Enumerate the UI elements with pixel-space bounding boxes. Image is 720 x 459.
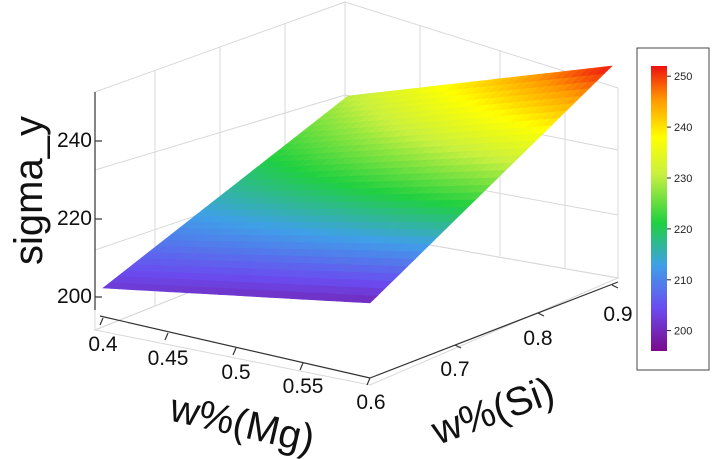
z-tick-label: 240 bbox=[57, 129, 92, 152]
tick-mark bbox=[537, 312, 545, 317]
y-tick-label: 0.8 bbox=[523, 327, 552, 350]
x-tick-label: 0.5 bbox=[221, 361, 250, 384]
colorbar-tick-label: 220 bbox=[674, 224, 692, 236]
colorbar-tick-label: 240 bbox=[674, 122, 692, 134]
x-axis-line bbox=[99, 315, 371, 379]
colorbar-frame bbox=[636, 47, 710, 371]
tick-mark bbox=[366, 377, 371, 386]
y-tick-labels: 0.7 0.8 0.9 bbox=[440, 303, 632, 381]
y-axis-line bbox=[369, 281, 619, 379]
colorbar-tick-label: 230 bbox=[674, 173, 692, 185]
axes bbox=[94, 92, 619, 379]
tick-mark bbox=[164, 332, 169, 341]
colorbar-ticks: 200 210 220 230 240 250 bbox=[667, 71, 692, 338]
surface bbox=[102, 65, 613, 304]
x-tick-label: 0.6 bbox=[356, 391, 385, 414]
colorbar: 200 210 220 230 240 250 bbox=[636, 47, 710, 371]
colorbar-tick-label: 210 bbox=[674, 275, 692, 287]
colorbar-tick-label: 250 bbox=[674, 71, 692, 83]
y-tick-label: 0.7 bbox=[440, 358, 469, 381]
tick-mark bbox=[454, 344, 462, 349]
tick-mark bbox=[99, 317, 104, 326]
z-tick-label: 200 bbox=[57, 285, 92, 308]
tick-mark bbox=[611, 284, 619, 289]
tick-mark bbox=[232, 347, 237, 356]
colorbar-ramp bbox=[651, 66, 667, 351]
tick-mark bbox=[299, 362, 304, 371]
z-tick-labels: 200 220 240 bbox=[57, 129, 92, 308]
x-tick-label: 0.45 bbox=[148, 347, 189, 370]
z-tick-label: 220 bbox=[57, 207, 92, 230]
z-axis-label: sigma_y bbox=[7, 116, 51, 265]
x-tick-label: 0.55 bbox=[283, 375, 324, 398]
x-tick-labels: 0.4 0.45 0.5 0.55 0.6 bbox=[88, 333, 385, 414]
y-tick-label: 0.9 bbox=[603, 303, 632, 326]
x-tick-label: 0.4 bbox=[88, 333, 118, 356]
tick-marks bbox=[95, 140, 619, 386]
y-axis-label: w%(Si) bbox=[425, 369, 560, 454]
colorbar-tick-label: 200 bbox=[674, 326, 692, 338]
surface-patch bbox=[595, 65, 613, 75]
